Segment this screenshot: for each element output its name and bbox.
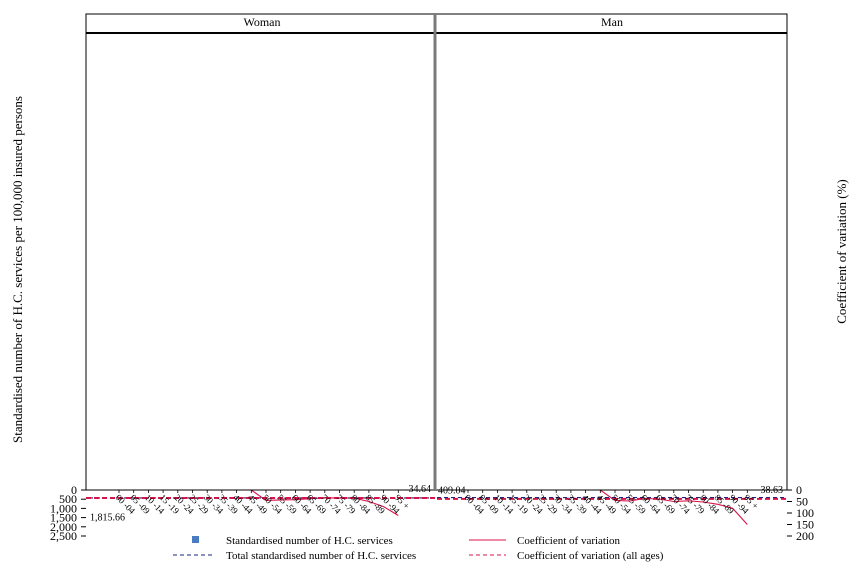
panel-title: Woman xyxy=(243,15,280,29)
legend-cv-label: Coefficient of variation xyxy=(517,535,621,547)
cv-all-value-label: 34.64 xyxy=(409,484,432,495)
cv-all-value-label: 38.63 xyxy=(761,485,784,496)
y2-tick-label: 50 xyxy=(796,495,808,509)
legend: Standardised number of H.C. services Tota… xyxy=(173,535,664,562)
y-tick-label: 2,500 xyxy=(50,529,77,543)
y-axis-title: Standardised number of H.C. services per… xyxy=(10,96,25,443)
y-tick-label: 1,500 xyxy=(50,511,77,525)
legend-bars-label: Standardised number of H.C. services xyxy=(226,535,393,547)
panel-title: Man xyxy=(601,15,623,29)
total-value-label: 1,815.66 xyxy=(90,512,125,523)
legend-total-label: Total standardised number of H.C. servic… xyxy=(226,550,416,562)
legend-cv-all-label: Coefficient of variation (all ages) xyxy=(517,550,664,562)
y-tick-label: 2,000 xyxy=(50,520,77,534)
y2-tick-label: 200 xyxy=(796,529,814,543)
y2-tick-label: 0 xyxy=(796,483,802,497)
y-tick-label: 500 xyxy=(59,492,77,506)
y2-axis-title: Coefficient of variation (%) xyxy=(834,179,849,324)
total-value-label: 409.04 xyxy=(438,486,466,497)
y2-tick-label: 150 xyxy=(796,518,814,532)
legend-bar-swatch xyxy=(192,536,199,543)
y2-tick-label: 100 xyxy=(796,506,814,520)
y-tick-label: 0 xyxy=(71,483,77,497)
y-tick-label: 1,000 xyxy=(50,501,77,515)
